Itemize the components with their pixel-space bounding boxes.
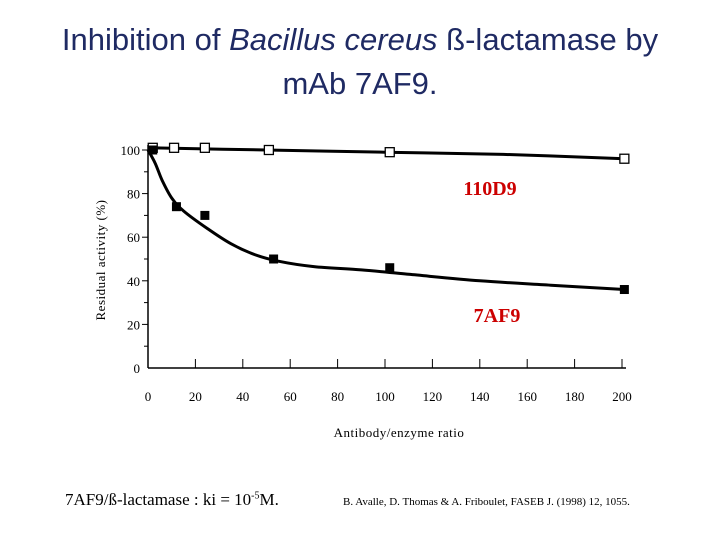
x-tick-label: 160	[517, 389, 537, 404]
x-tick-label: 120	[423, 389, 443, 404]
title-suffix: ß-lactamase by	[437, 22, 659, 57]
x-tick-label: 40	[236, 389, 249, 404]
x-tick-label: 20	[189, 389, 202, 404]
series-label-7af9: 7AF9	[474, 305, 521, 327]
data-point-110d9	[619, 153, 630, 164]
data-point-7af9	[148, 145, 158, 155]
ki-note-prefix: 7AF9/ß-lactamase : ki = 10	[65, 490, 252, 509]
x-tick-label: 200	[612, 389, 632, 404]
y-tick-label: 40	[127, 274, 140, 289]
data-point-7af9	[385, 263, 395, 273]
title-species: Bacillus cereus	[229, 22, 438, 57]
ki-note: 7AF9/ß-lactamase : ki = 10-5M.	[65, 490, 279, 510]
series-line-7af9	[146, 149, 625, 291]
series-label-110d9: 110D9	[463, 178, 516, 200]
y-tick-label: 20	[127, 317, 140, 332]
x-tick-label: 140	[470, 389, 490, 404]
data-point-110d9	[168, 142, 180, 153]
ki-note-suffix: M.	[259, 490, 279, 509]
chart-title: Inhibition of Bacillus cereus ß-lactamas…	[0, 18, 720, 106]
data-point-110d9	[199, 142, 211, 153]
x-tick-label: 100	[375, 389, 395, 404]
x-tick-label: 60	[284, 389, 297, 404]
x-tick-label: 180	[565, 389, 585, 404]
x-axis-title: Antibody/enzyme ratio	[334, 425, 465, 440]
data-point-110d9	[384, 147, 395, 158]
x-tick-label: 80	[331, 389, 344, 404]
y-tick-label: 80	[127, 187, 140, 202]
title-line-2: mAb 7AF9.	[282, 66, 438, 101]
data-point-7af9	[171, 202, 181, 212]
data-point-7af9	[269, 254, 279, 264]
citation: B. Avalle, D. Thomas & A. Friboulet, FAS…	[343, 496, 630, 508]
data-point-7af9	[619, 285, 629, 295]
y-tick-label: 100	[121, 143, 141, 158]
data-point-110d9	[263, 144, 275, 156]
y-tick-label: 60	[127, 230, 140, 245]
x-tick-label: 0	[145, 389, 152, 404]
y-axis-title: Residual activity (%)	[93, 200, 108, 321]
y-tick-label: 0	[134, 361, 141, 376]
title-prefix: Inhibition of	[61, 22, 230, 57]
data-point-7af9	[200, 210, 210, 220]
ki-note-exponent: -5	[251, 490, 260, 502]
